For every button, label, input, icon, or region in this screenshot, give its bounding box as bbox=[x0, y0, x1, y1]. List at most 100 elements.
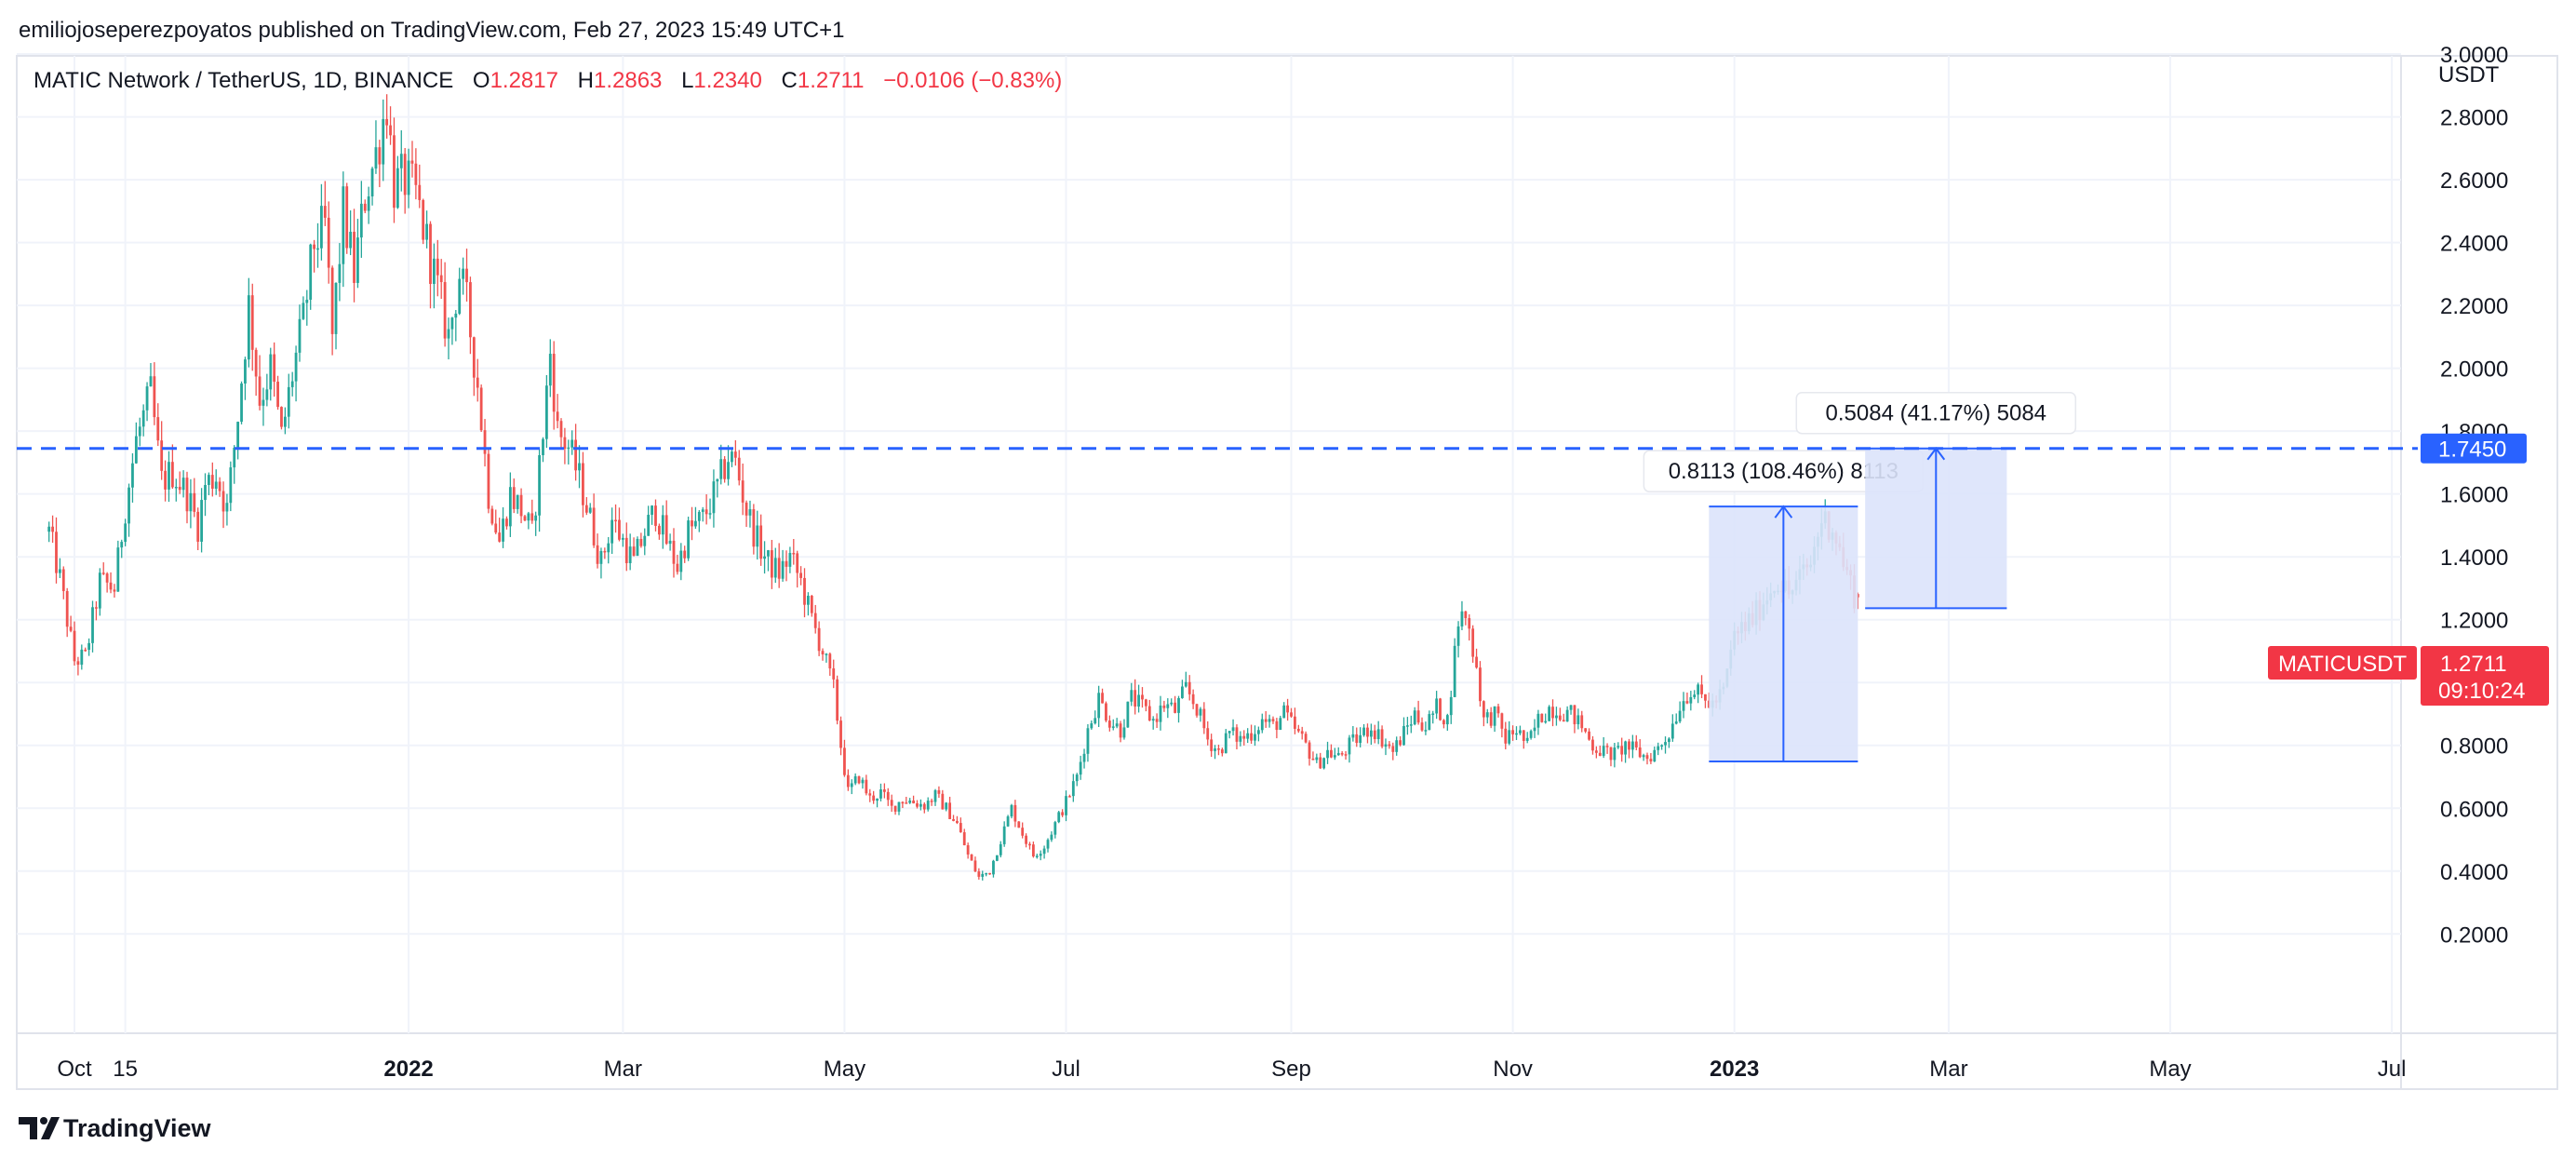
candle-body bbox=[113, 589, 116, 592]
legend-close-value: 1.2711 bbox=[798, 68, 865, 93]
legend-open-label: O bbox=[473, 68, 490, 93]
candle-body bbox=[374, 147, 378, 169]
candle-body bbox=[327, 217, 330, 268]
candle-body bbox=[865, 779, 868, 794]
hline-price-label[interactable]: 1.7450 bbox=[2421, 433, 2527, 464]
y-tick-label: 2.0000 bbox=[2440, 357, 2508, 383]
candle-body bbox=[1609, 747, 1613, 761]
candle-body bbox=[905, 802, 908, 804]
candle-body bbox=[349, 232, 353, 249]
legend-close-label: C bbox=[782, 68, 798, 93]
candle-body bbox=[1286, 705, 1290, 713]
y-tick-label: 2.4000 bbox=[2440, 232, 2508, 257]
candle-body bbox=[1475, 656, 1478, 668]
candle-body bbox=[359, 203, 363, 238]
candle-body bbox=[258, 376, 262, 406]
last-price-label[interactable]: MATICUSDT 1.2711 09:10:24 bbox=[2268, 646, 2549, 706]
candle-body bbox=[208, 475, 210, 486]
candle-body bbox=[462, 268, 465, 279]
candle-body bbox=[447, 329, 450, 339]
candle-body bbox=[614, 519, 617, 522]
candle-body bbox=[1598, 752, 1602, 756]
candle-body bbox=[1565, 709, 1569, 722]
candle-body bbox=[1624, 741, 1627, 755]
legend: MATIC Network / TetherUS, 1D, BINANCE O1… bbox=[34, 68, 1062, 93]
candle-body bbox=[1525, 737, 1529, 741]
candle-body bbox=[407, 160, 410, 195]
symbol-tag-text: MATICUSDT bbox=[2278, 652, 2408, 677]
candle-body bbox=[1630, 741, 1634, 750]
x-tick-label: Jul bbox=[2378, 1057, 2407, 1082]
legend-low-value: 1.2340 bbox=[693, 68, 761, 93]
candle-body bbox=[817, 627, 821, 652]
candle-body bbox=[403, 154, 407, 195]
candle-body bbox=[1584, 728, 1588, 732]
candle-body bbox=[240, 384, 243, 423]
candle-body bbox=[1119, 723, 1122, 738]
candle-body bbox=[716, 478, 719, 482]
candle-body bbox=[651, 505, 653, 516]
candle-body bbox=[1187, 681, 1191, 694]
candle-body bbox=[1355, 734, 1359, 744]
candle-body bbox=[578, 463, 581, 471]
candle-body bbox=[1053, 822, 1057, 835]
candle-body bbox=[1326, 749, 1329, 759]
candle-body bbox=[727, 462, 730, 479]
candle-body bbox=[901, 801, 905, 804]
candle-body bbox=[661, 515, 664, 535]
candle-body bbox=[1296, 728, 1300, 732]
candle-body bbox=[828, 653, 832, 669]
candle-body bbox=[313, 244, 315, 249]
candle-body bbox=[1017, 821, 1021, 828]
candle-body bbox=[1191, 693, 1195, 705]
candle-body bbox=[294, 352, 298, 382]
candle-body bbox=[1336, 753, 1340, 756]
candle-body bbox=[1184, 681, 1187, 687]
candle-body bbox=[1254, 734, 1256, 741]
candle-body bbox=[116, 547, 120, 592]
candle-body bbox=[941, 793, 945, 810]
candle-body bbox=[236, 422, 240, 448]
candle-body bbox=[836, 679, 839, 721]
measure-label-box bbox=[1795, 391, 2077, 435]
price-axis[interactable]: 3.00002.80002.60002.40002.20002.00001.80… bbox=[2440, 43, 2508, 948]
candle-body bbox=[1456, 626, 1460, 646]
candle-body bbox=[1348, 737, 1351, 755]
candle-body bbox=[502, 518, 504, 542]
candle-body bbox=[1097, 693, 1101, 719]
candle-body bbox=[1122, 727, 1126, 738]
candle-body bbox=[773, 558, 777, 578]
candle-body bbox=[1605, 746, 1609, 747]
candle-body bbox=[1006, 816, 1010, 827]
candle-body bbox=[1573, 705, 1576, 725]
candle-body bbox=[399, 154, 403, 168]
candle-body bbox=[1101, 693, 1104, 704]
measure-tools[interactable]: 0.8113 (108.46%) 8113 0.5084 (41.17%) 508… bbox=[1643, 391, 2077, 763]
candle-body bbox=[1645, 755, 1649, 760]
candle-body bbox=[534, 515, 538, 521]
candle-body bbox=[846, 774, 850, 788]
candle-body bbox=[683, 550, 687, 559]
candle-body bbox=[385, 118, 389, 126]
candle-body bbox=[618, 519, 621, 540]
candle-body bbox=[1242, 735, 1246, 739]
candle-body bbox=[1515, 733, 1518, 735]
candle-body bbox=[1420, 722, 1424, 731]
candle-body bbox=[926, 801, 930, 810]
candle-body bbox=[552, 354, 556, 412]
candle-body bbox=[410, 160, 414, 164]
candle-body bbox=[69, 626, 73, 631]
candle-body bbox=[1210, 739, 1214, 751]
candle-body bbox=[1126, 701, 1130, 728]
time-axis[interactable]: Oct 15 2022 Mar May Jul Sep Nov 2023 Mar May Jul bbox=[57, 1057, 2406, 1082]
candle-body bbox=[1046, 840, 1050, 849]
candle-body bbox=[810, 595, 813, 613]
hline-price-text: 1.7450 bbox=[2438, 438, 2506, 463]
footer-brand[interactable]: TradingView bbox=[19, 1114, 212, 1142]
candle-body bbox=[1162, 705, 1166, 708]
x-tick-label: Jul bbox=[1052, 1057, 1080, 1082]
candle-body bbox=[1634, 741, 1638, 747]
candle-body bbox=[664, 515, 668, 545]
candle-body bbox=[763, 556, 766, 559]
